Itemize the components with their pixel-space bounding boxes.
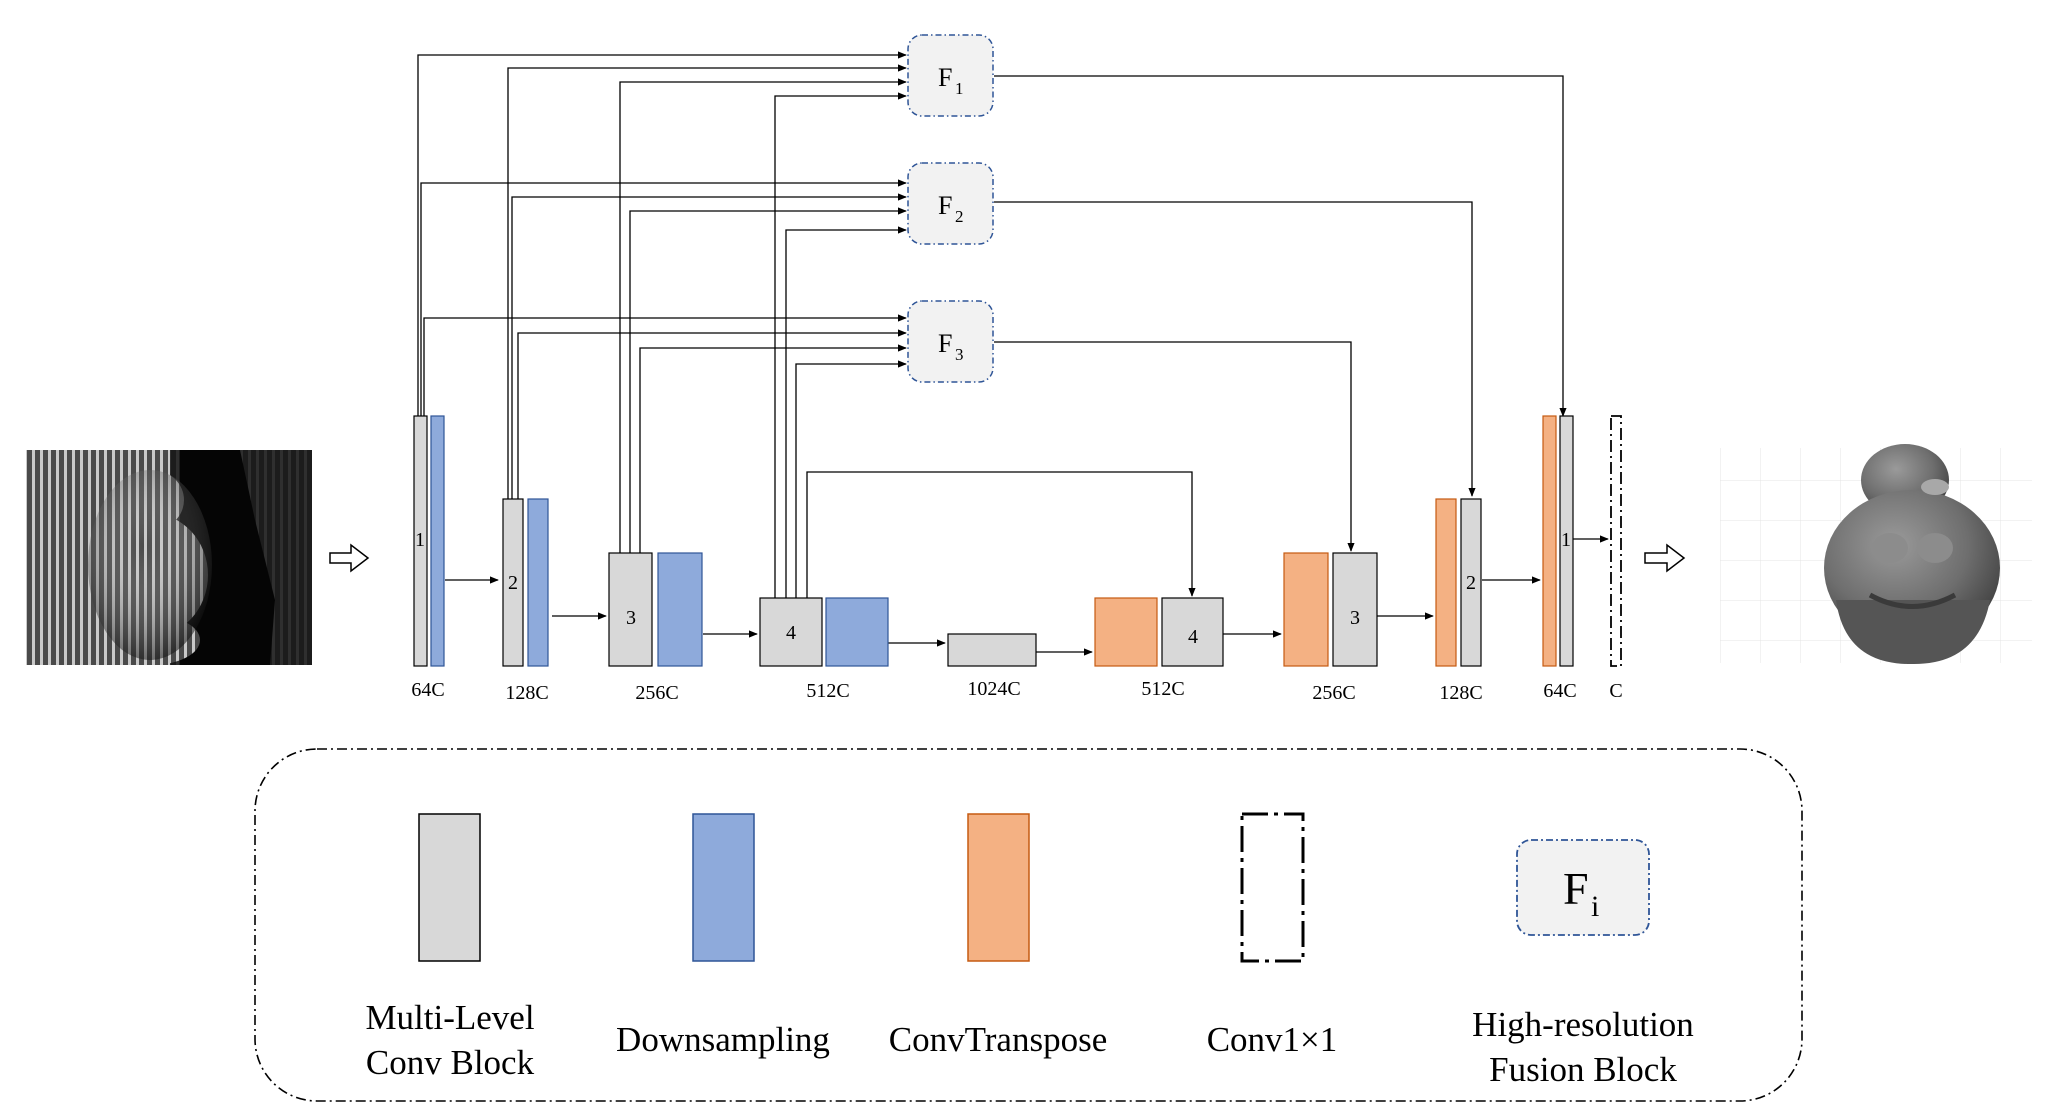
fusion-block-f2: F 2 — [907, 162, 994, 245]
legend-item-convtranspose: ConvTranspose — [889, 813, 1107, 1059]
legend-item-conv1x1: Conv1×1 — [1207, 812, 1338, 1059]
fusion-label-f3-sub: 3 — [955, 345, 964, 364]
legend-label-convtranspose: ConvTranspose — [889, 1020, 1107, 1059]
svg-text:2: 2 — [1466, 572, 1476, 594]
legend-label-fusion-line2: Fusion Block — [1489, 1050, 1677, 1089]
fusion-label-f2-sub: 2 — [955, 207, 964, 226]
channels-label: 64C — [1543, 680, 1576, 702]
encoder-level-4: 4 512C — [759, 597, 889, 702]
svg-text:1: 1 — [415, 529, 425, 551]
legend-swatch-fusion-block — [1516, 839, 1650, 936]
svg-text:3: 3 — [1350, 607, 1360, 629]
legend: Multi-Level Conv Block Downsampling Conv… — [254, 748, 1803, 1102]
channels-label: 128C — [1439, 682, 1482, 704]
bottleneck-conv-block — [947, 633, 1037, 667]
downsampling-block-4 — [825, 597, 889, 667]
channels-label: 256C — [1312, 682, 1355, 704]
legend-item-conv-block: Multi-Level Conv Block — [365, 813, 535, 1082]
decoder-level-3: 3 256C — [1283, 552, 1378, 704]
output-3d-reconstruction — [1720, 444, 2032, 665]
conv-block-4 — [759, 597, 823, 667]
fusion-label-f1-sub: 1 — [955, 79, 964, 98]
legend-swatch-downsampling — [692, 813, 755, 962]
input-flow-arrow — [329, 543, 370, 573]
fusion-label-f3-base: F — [938, 329, 952, 358]
legend-label-fusion-line1: High-resolution — [1472, 1005, 1694, 1044]
encoder-level-1: 1 64C — [411, 415, 445, 701]
downsampling-block-2 — [527, 498, 549, 667]
channels-label: 128C — [505, 682, 548, 704]
convtranspose-block-2 — [1435, 498, 1457, 667]
decoder-conv-block-3 — [1332, 552, 1378, 667]
channels-label: 512C — [1141, 678, 1184, 700]
legend-fusion-symbol-base: F — [1563, 863, 1589, 914]
legend-label-downsampling: Downsampling — [616, 1020, 830, 1059]
svg-text:1: 1 — [1561, 529, 1571, 551]
convtranspose-block-1 — [1542, 415, 1557, 667]
legend-label-conv-block-line1: Multi-Level — [365, 998, 534, 1037]
decoder-conv-block-1 — [1559, 415, 1574, 667]
svg-text:4: 4 — [1188, 626, 1198, 648]
legend-item-fusion-block: F i High-resolution Fusion Block — [1472, 839, 1694, 1089]
conv-block-1 — [413, 415, 428, 667]
legend-label-conv-block-line2: Conv Block — [366, 1043, 535, 1082]
channels-label: 256C — [635, 682, 678, 704]
legend-fusion-symbol-sub: i — [1591, 890, 1599, 923]
svg-text:3: 3 — [626, 607, 636, 629]
downsampling-block-1 — [430, 415, 445, 667]
legend-item-downsampling: Downsampling — [616, 813, 830, 1059]
decoder-level-2: 2 128C — [1435, 498, 1483, 704]
decoder-level-1: 1 64C — [1542, 415, 1577, 702]
fusion-label-f1-base: F — [938, 63, 952, 92]
fusion-label-f2-base: F — [938, 191, 952, 220]
channels-label: 64C — [411, 679, 444, 701]
convtranspose-block-3 — [1283, 552, 1329, 667]
skip-connections — [417, 51, 1609, 656]
legend-swatch-conv-block — [418, 813, 481, 962]
bottleneck: 1024C — [947, 633, 1037, 700]
encoder-level-2: 2 128C — [502, 498, 549, 704]
downsampling-block-3 — [657, 552, 703, 667]
legend-label-conv1x1: Conv1×1 — [1207, 1020, 1338, 1059]
decoder-conv-block-4 — [1161, 597, 1224, 667]
decoder-conv-block-2 — [1460, 498, 1482, 667]
conv1x1-block — [1610, 415, 1622, 667]
fusion-block-f3: F 3 — [907, 300, 994, 383]
channels-label: 512C — [806, 680, 849, 702]
output-flow-arrow — [1644, 543, 1686, 573]
convtranspose-block-4 — [1094, 597, 1158, 667]
channels-label: 1024C — [967, 678, 1020, 700]
legend-frame — [254, 748, 1803, 1102]
output-conv1x1: C — [1609, 415, 1623, 702]
input-fringe-image — [26, 450, 312, 665]
channels-label: C — [1609, 680, 1622, 702]
fusion-block-f1: F 1 — [907, 34, 994, 117]
legend-swatch-conv1x1 — [1240, 812, 1305, 963]
conv-block-2 — [502, 498, 524, 667]
conv-block-3 — [608, 552, 653, 667]
svg-text:2: 2 — [508, 572, 518, 594]
encoder-level-3: 3 256C — [608, 552, 703, 704]
decoder-level-4: 4 512C — [1094, 597, 1224, 700]
legend-swatch-convtranspose — [967, 813, 1030, 962]
svg-text:4: 4 — [786, 622, 796, 644]
